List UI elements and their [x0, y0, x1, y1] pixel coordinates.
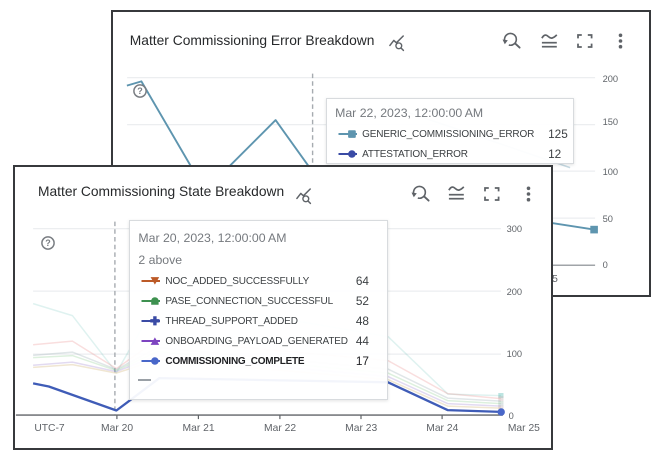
- svg-text:?: ?: [138, 86, 144, 96]
- svg-text:?: ?: [45, 239, 51, 249]
